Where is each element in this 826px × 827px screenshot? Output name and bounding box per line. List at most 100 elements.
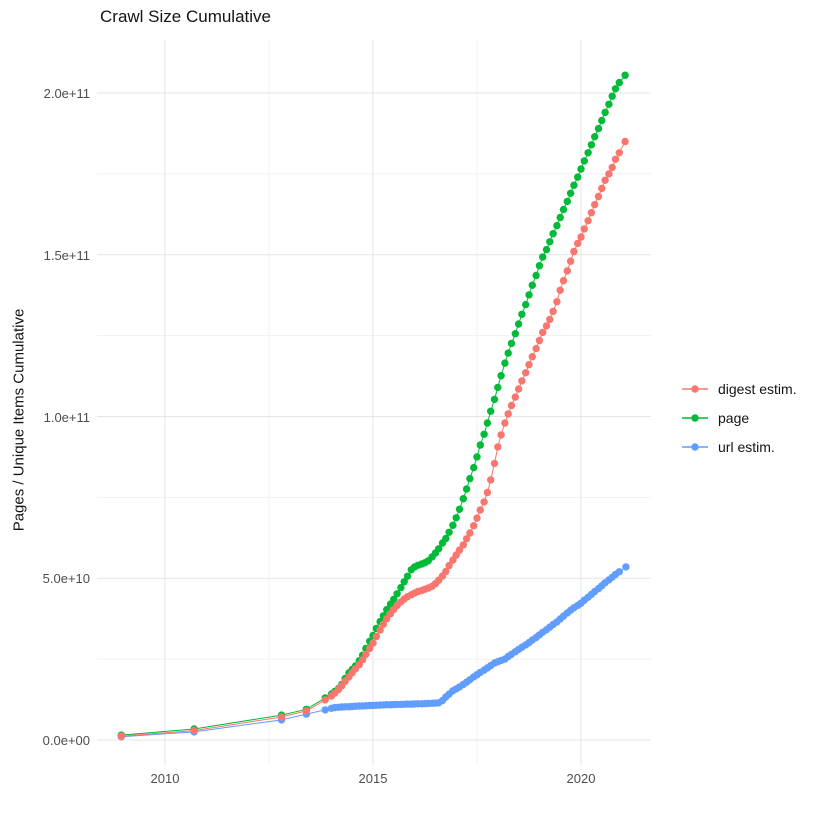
series-line-url-estim (121, 566, 627, 738)
data-point-page (584, 149, 592, 157)
data-point-page (574, 173, 582, 181)
data-point-page (462, 485, 471, 493)
y-tick-label: 5.0e+10 (42, 571, 90, 587)
data-point-page (563, 197, 571, 206)
data-point-page (494, 383, 502, 392)
data-point-page (470, 463, 478, 472)
data-point-digest-estim (535, 336, 544, 345)
data-point-page (455, 505, 464, 513)
data-point-digest-estim (277, 713, 286, 721)
legend-key-icon (682, 414, 708, 422)
data-point-page (528, 281, 536, 289)
data-point-digest-estim (577, 233, 585, 241)
data-point-digest-estim (487, 476, 495, 484)
data-point-page (566, 189, 575, 197)
data-point-digest-estim (372, 632, 380, 641)
data-point-digest-estim (473, 514, 481, 522)
gridlines (97, 40, 651, 765)
data-point-digest-estim (518, 377, 526, 385)
data-point-page (449, 521, 457, 529)
data-point-digest-estim (445, 561, 453, 570)
data-point-digest-estim (549, 307, 557, 316)
data-point-digest-estim (556, 286, 564, 294)
data-point-page (397, 583, 405, 592)
data-point-page (445, 528, 453, 536)
data-point-digest-estim (587, 209, 596, 217)
x-tick-label: 2015 (358, 771, 388, 786)
x-tick-label: 2010 (150, 771, 180, 786)
data-point-digest-estim (190, 726, 198, 735)
data-point-page (459, 495, 467, 503)
data-point-url-estim (321, 706, 329, 714)
data-point-page (435, 545, 443, 553)
data-point-digest-estim (480, 498, 488, 506)
legend-item-label: page (718, 410, 750, 426)
data-point-page (605, 100, 613, 109)
data-point-page (497, 372, 505, 380)
legend-key-icon (682, 443, 708, 451)
series-digest-estim (117, 137, 629, 740)
data-point-page (570, 181, 578, 189)
data-point-digest-estim (615, 149, 623, 157)
data-point-page (403, 572, 412, 580)
data-point-page (507, 339, 516, 348)
data-point-page (546, 238, 554, 246)
legend-item-url-estim: url estim. (681, 436, 797, 458)
data-point-digest-estim (566, 257, 575, 265)
data-point-digest-estim (605, 170, 613, 178)
data-point-url-estim (622, 563, 630, 571)
y-tick-label: 1.0e+11 (43, 409, 90, 425)
data-point-page (400, 578, 408, 586)
data-point-page (532, 271, 540, 280)
y-tick-label: 1.5e+11 (43, 247, 90, 263)
series-url-estim (117, 563, 630, 741)
data-point-page (556, 213, 564, 222)
data-point-page (594, 124, 603, 133)
data-point-page (611, 85, 620, 93)
data-point-digest-estim (459, 541, 467, 549)
data-point-digest-estim (559, 276, 568, 285)
data-point-page (452, 514, 460, 522)
y-tick-label: 0.0e+00 (42, 733, 90, 748)
data-point-digest-estim (584, 217, 592, 225)
data-point-digest-estim (379, 620, 388, 628)
data-point-page (621, 71, 629, 79)
data-point-page (542, 245, 551, 254)
y-tick-label: 2.0e+11 (43, 86, 90, 101)
data-point-digest-estim (511, 393, 519, 401)
data-point-digest-estim (594, 192, 603, 201)
data-point-digest-estim (494, 443, 502, 451)
data-point-digest-estim (455, 546, 464, 554)
data-point-page (480, 430, 488, 438)
data-point-digest-estim (442, 567, 450, 576)
data-point-page (577, 165, 585, 173)
data-point-page (598, 116, 606, 125)
data-point-digest-estim (369, 639, 377, 647)
y-axis-title: Pages / Unique Items Cumulative (10, 308, 28, 532)
data-point-digest-estim (601, 176, 609, 184)
data-point-page (539, 253, 547, 261)
data-point-page (390, 595, 398, 603)
data-point-page (591, 133, 599, 141)
data-point-digest-estim (574, 239, 582, 248)
data-point-digest-estim (466, 529, 474, 537)
data-point-page (587, 141, 596, 149)
data-point-page (553, 221, 561, 230)
data-point-digest-estim (522, 369, 530, 377)
data-point-page (511, 330, 519, 338)
data-point-page (393, 590, 401, 598)
data-point-page (549, 230, 557, 238)
data-point-page (559, 205, 568, 214)
data-point-page (473, 453, 481, 461)
data-point-digest-estim (514, 385, 523, 393)
data-point-digest-estim (591, 200, 599, 209)
data-point-digest-estim (563, 267, 571, 275)
legend-item-page: page (681, 407, 797, 429)
chart-title: Crawl Size Cumulative (100, 7, 271, 26)
data-point-digest-estim (490, 459, 499, 468)
data-point-digest-estim (532, 344, 540, 353)
data-point-page (490, 395, 499, 404)
data-point-page (601, 108, 609, 117)
